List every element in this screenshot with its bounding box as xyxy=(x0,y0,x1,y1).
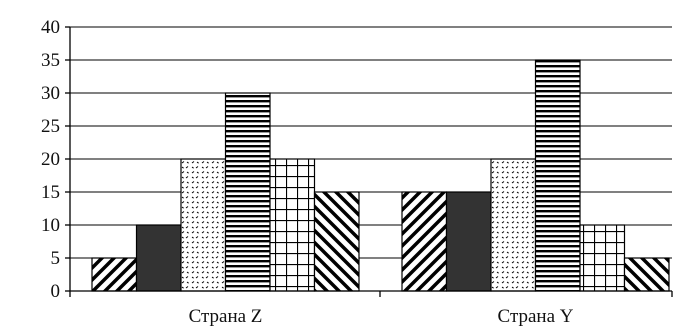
y-tick-label-20: 20 xyxy=(41,149,60,170)
bar-1-5 xyxy=(269,158,316,292)
bar-2-5 xyxy=(579,224,626,292)
bar-1-4 xyxy=(224,92,271,292)
bar-1-2 xyxy=(135,224,182,292)
category-label-2: Страна Y xyxy=(498,306,574,327)
bar-2-6 xyxy=(623,257,670,292)
bar-2-2 xyxy=(445,191,492,292)
y-tick-label-5: 5 xyxy=(51,248,61,269)
y-tick-label-35: 35 xyxy=(41,50,60,71)
y-tick-label-25: 25 xyxy=(41,116,60,137)
bar-2-4 xyxy=(534,59,581,292)
y-tick-label-30: 30 xyxy=(41,83,60,104)
y-tick-label-10: 10 xyxy=(41,215,60,236)
y-tick-label-40: 40 xyxy=(41,17,60,38)
bar-1-6 xyxy=(313,191,360,292)
category-label-1: Страна Z xyxy=(189,306,263,327)
bar-1-3 xyxy=(180,158,227,292)
bar-2-3 xyxy=(490,158,537,292)
y-tick-label-15: 15 xyxy=(41,182,60,203)
bar-2-1 xyxy=(401,191,448,292)
bar-1-1 xyxy=(91,257,138,292)
y-tick-label-0: 0 xyxy=(51,281,61,302)
